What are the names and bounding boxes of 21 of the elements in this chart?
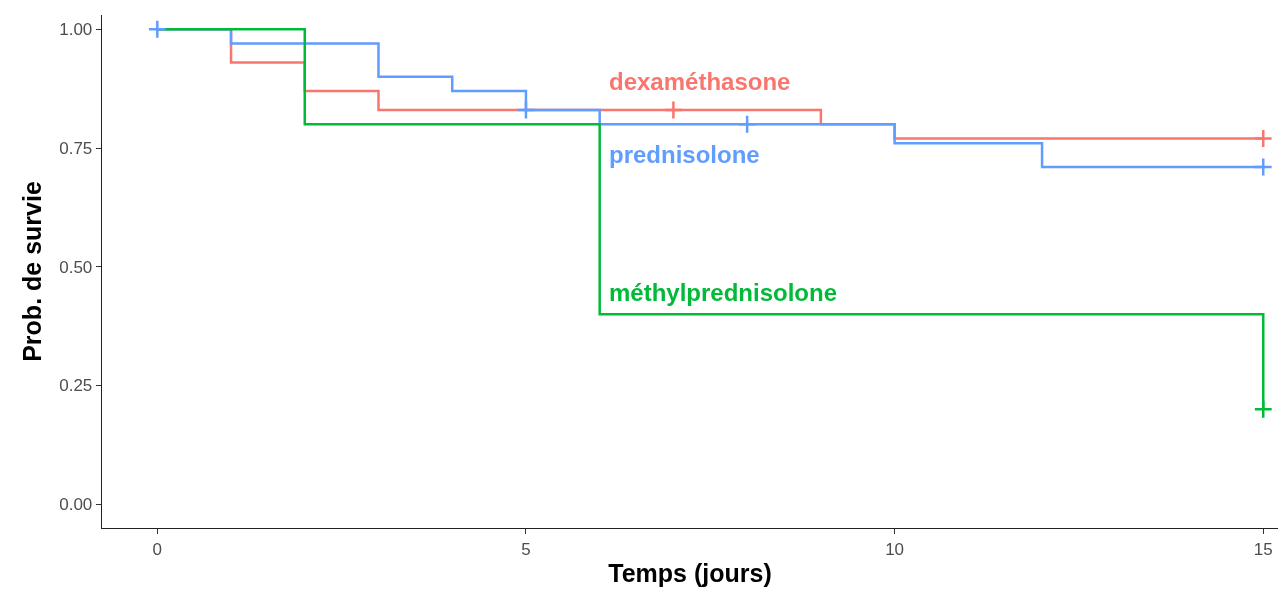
- point: [516, 100, 536, 120]
- y-tick-label: 0.25: [59, 376, 93, 396]
- y-tick-label: 0.50: [59, 257, 93, 277]
- x-axis-title: Temps (jours): [608, 558, 772, 587]
- series-label: méthylprednisolone: [609, 279, 838, 306]
- series-label: prednisolone: [609, 141, 760, 168]
- point: [1253, 157, 1273, 177]
- point: [1253, 399, 1273, 419]
- y-tick-label: 1.00: [59, 20, 93, 40]
- x-tick-label: 15: [1253, 539, 1273, 559]
- y-tick-label: 0.00: [59, 495, 93, 515]
- series-label: dexaméthasone: [609, 68, 791, 95]
- point: [1253, 128, 1273, 149]
- point: [147, 19, 167, 39]
- x-tick-label: 0: [152, 539, 163, 559]
- x-tick-label: 10: [885, 539, 905, 559]
- y-axis-title: Prob. de survie: [18, 181, 47, 362]
- y-tick-label: 0.75: [59, 138, 93, 158]
- point: [663, 100, 684, 120]
- x-tick-label: 5: [521, 539, 531, 559]
- point: [737, 114, 757, 134]
